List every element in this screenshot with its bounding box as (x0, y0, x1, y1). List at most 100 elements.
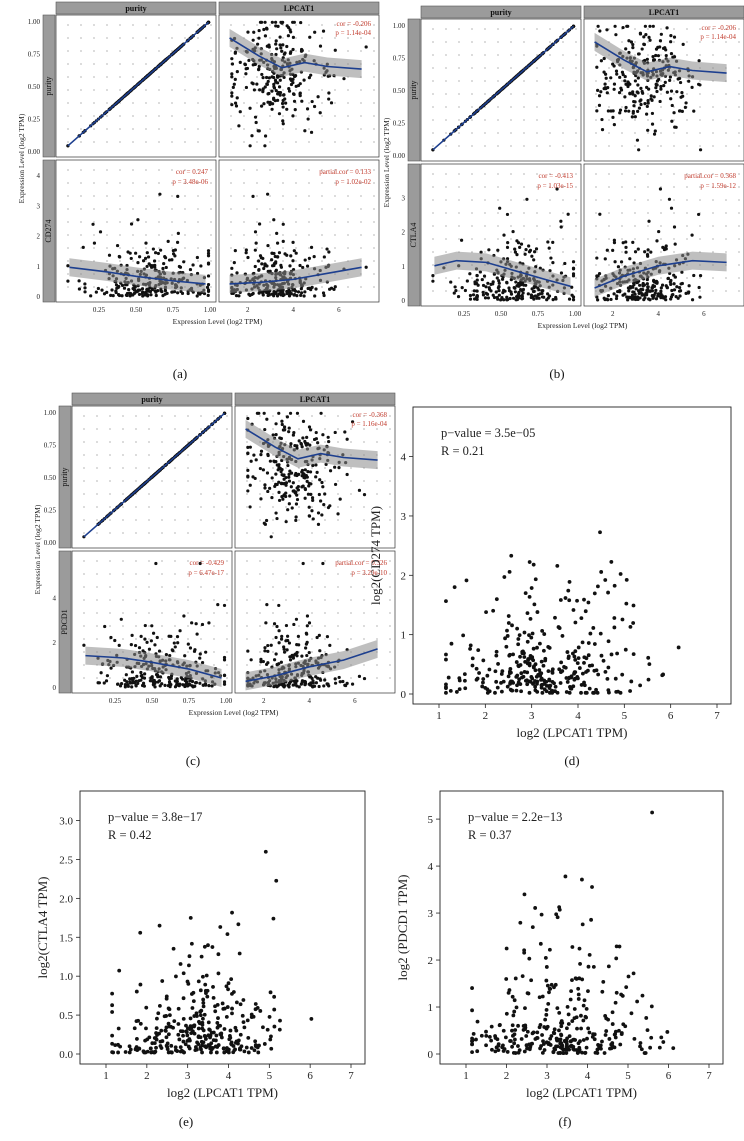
data-point (602, 56, 606, 61)
data-point (272, 82, 276, 86)
grid-dot (608, 186, 610, 188)
data-point (182, 614, 186, 618)
grid-dot (536, 238, 538, 240)
data-point (483, 296, 488, 300)
data-point (474, 677, 479, 682)
data-point (532, 285, 536, 289)
data-point (600, 128, 605, 132)
data-point (268, 102, 272, 107)
data-point (607, 690, 611, 695)
grid-dot (285, 586, 287, 588)
grid-dot (562, 225, 564, 227)
grid-dot (226, 560, 228, 562)
data-point (541, 648, 546, 653)
data-point (148, 290, 153, 294)
data-point (678, 289, 683, 293)
grid-dot (725, 290, 727, 292)
grid-dot (272, 586, 274, 588)
data-point (195, 294, 199, 298)
grid-dot (298, 599, 300, 601)
y-tick-label: 0 (53, 684, 57, 692)
data-point (143, 637, 147, 641)
grid-dot (389, 573, 391, 575)
grid-dot (699, 173, 701, 175)
data-point (136, 218, 140, 222)
grid-dot (471, 238, 473, 240)
grid-dot (699, 54, 701, 56)
data-point (265, 27, 269, 31)
data-point (515, 626, 520, 631)
data-point (261, 659, 265, 664)
grid-dot (673, 145, 675, 147)
data-point (582, 597, 586, 602)
grid-dot (174, 428, 176, 430)
grid-dot (738, 225, 740, 227)
grid-dot (311, 415, 313, 417)
data-point (577, 666, 582, 670)
y-tick-label: 0.75 (393, 55, 406, 63)
grid-dot (738, 132, 740, 134)
grid-dot (360, 89, 362, 91)
grid-dot (458, 186, 460, 188)
data-point (520, 294, 524, 298)
grid-dot (575, 106, 577, 108)
data-point (669, 206, 674, 210)
data-point (612, 625, 617, 630)
grid-dot (295, 141, 297, 143)
grid-dot (80, 141, 82, 143)
data-point (650, 111, 655, 116)
grid-dot (119, 234, 121, 236)
grid-dot (96, 532, 98, 534)
data-point (493, 690, 497, 695)
data-point (287, 89, 292, 93)
grid-dot (161, 441, 163, 443)
y-tick-label: 2 (402, 229, 406, 237)
data-point (235, 271, 239, 275)
grid-dot (243, 260, 245, 262)
grid-dot (595, 199, 597, 201)
data-point (533, 250, 537, 254)
data-point (107, 253, 112, 257)
data-point (612, 241, 617, 245)
grid-dot (187, 625, 189, 627)
data-point (643, 24, 647, 28)
grid-dot (562, 106, 564, 108)
x-tick-label: 2 (611, 310, 615, 318)
grid-dot (308, 128, 310, 130)
grid-dot (171, 247, 173, 249)
data-point (612, 87, 616, 91)
data-point (586, 653, 591, 658)
data-point (120, 283, 125, 287)
grid-dot (67, 89, 69, 91)
grid-dot (161, 428, 163, 430)
grid-dot (738, 238, 740, 240)
grid-dot (197, 37, 199, 39)
data-point (624, 105, 628, 110)
grid-dot (575, 67, 577, 69)
grid-dot (197, 63, 199, 65)
data-point (659, 291, 663, 296)
grid-dot (725, 173, 727, 175)
data-point (287, 479, 292, 483)
data-point (535, 645, 539, 650)
grid-dot (373, 273, 375, 275)
confidence-band (594, 251, 727, 298)
data-point (206, 249, 211, 253)
data-point (642, 283, 647, 287)
data-point (327, 250, 331, 254)
grid-dot (324, 506, 326, 508)
data-point (265, 264, 269, 268)
data-point (565, 680, 570, 684)
data-point (126, 684, 130, 688)
data-point (246, 445, 250, 449)
data-point (656, 294, 660, 298)
grid-dot (549, 80, 551, 82)
grid-dot (373, 63, 375, 65)
grid-dot (673, 80, 675, 82)
grid-dot (376, 586, 378, 588)
data-point (314, 463, 318, 467)
data-point (599, 653, 604, 658)
grid-dot (67, 273, 69, 275)
data-point (548, 269, 552, 273)
data-point (558, 681, 563, 685)
